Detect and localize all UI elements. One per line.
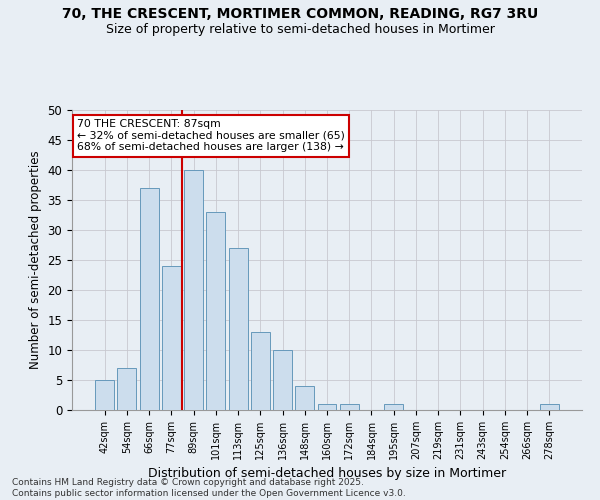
Text: Contains HM Land Registry data © Crown copyright and database right 2025.
Contai: Contains HM Land Registry data © Crown c… xyxy=(12,478,406,498)
Bar xyxy=(340,404,359,410)
Bar xyxy=(317,404,337,410)
Bar xyxy=(206,212,225,410)
Bar xyxy=(295,386,314,410)
Y-axis label: Number of semi-detached properties: Number of semi-detached properties xyxy=(29,150,42,370)
Bar xyxy=(95,380,114,410)
Bar xyxy=(540,404,559,410)
Bar xyxy=(184,170,203,410)
Bar xyxy=(384,404,403,410)
Text: 70, THE CRESCENT, MORTIMER COMMON, READING, RG7 3RU: 70, THE CRESCENT, MORTIMER COMMON, READI… xyxy=(62,8,538,22)
Bar xyxy=(251,332,270,410)
Text: Size of property relative to semi-detached houses in Mortimer: Size of property relative to semi-detach… xyxy=(106,22,494,36)
Bar xyxy=(273,350,292,410)
X-axis label: Distribution of semi-detached houses by size in Mortimer: Distribution of semi-detached houses by … xyxy=(148,468,506,480)
Bar xyxy=(162,266,181,410)
Text: 70 THE CRESCENT: 87sqm
← 32% of semi-detached houses are smaller (65)
68% of sem: 70 THE CRESCENT: 87sqm ← 32% of semi-det… xyxy=(77,119,345,152)
Bar xyxy=(118,368,136,410)
Bar xyxy=(229,248,248,410)
Bar xyxy=(140,188,158,410)
